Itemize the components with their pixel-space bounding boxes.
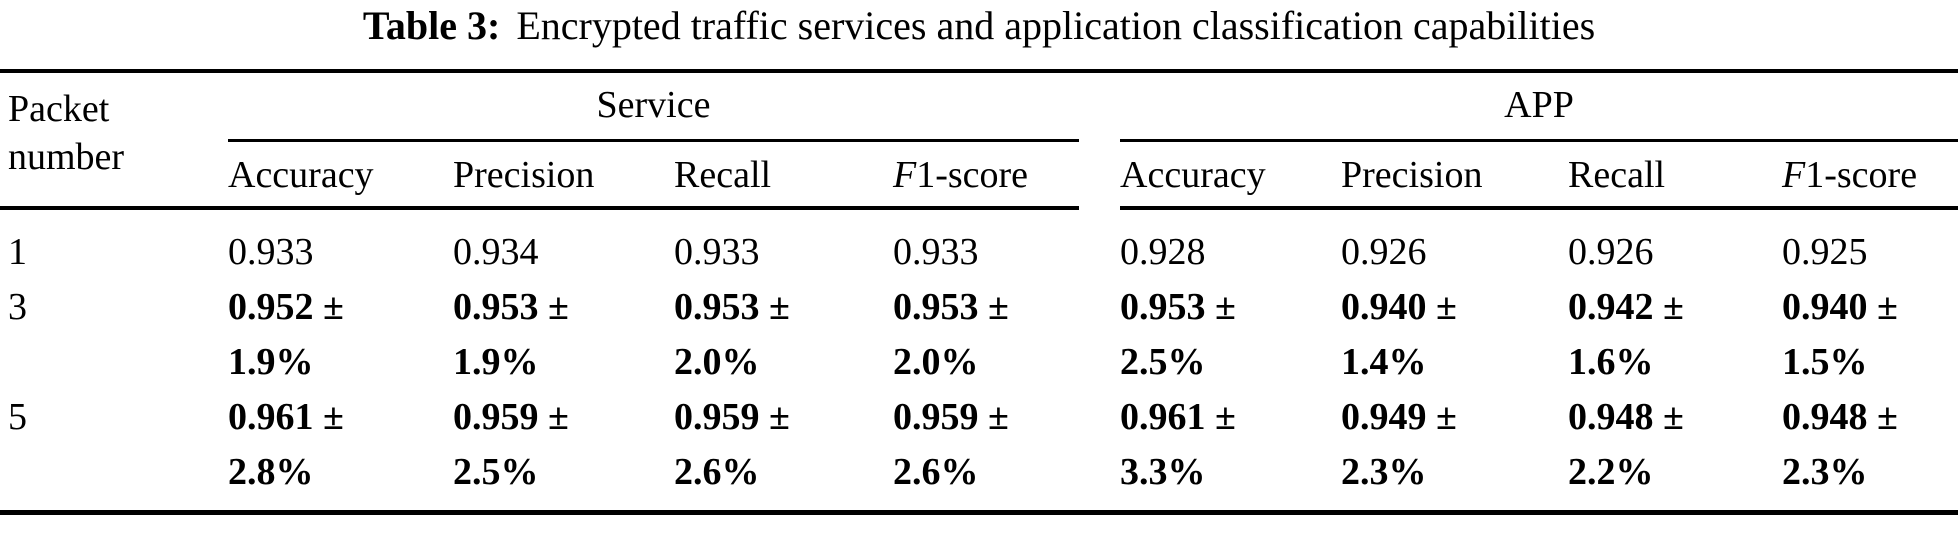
col-header-service-accuracy: Accuracy xyxy=(228,140,453,210)
table-cell: 0.934 xyxy=(453,231,539,273)
col-header-app-f1-score: F1-score xyxy=(1782,140,1958,210)
table-cell: 0.953 ±2.5% xyxy=(1120,286,1236,383)
table-cell: 0.959 ±2.5% xyxy=(453,396,569,493)
table-cell: 0.953 ±2.0% xyxy=(674,286,790,383)
table-cell: 0.948 ±2.3% xyxy=(1782,396,1898,493)
col-header-service-f1-score: F1-score xyxy=(893,140,1080,210)
table-row-packet-1: 1 0.933 0.934 0.933 0.933 0.928 0.926 0.… xyxy=(0,208,1958,280)
group-header-row: Packet number Service APP xyxy=(0,71,1958,210)
packet-number-cell: 3 xyxy=(8,286,27,328)
col-header-service-precision: Precision xyxy=(453,140,674,210)
table-cell: 0.959 ±2.6% xyxy=(674,396,790,493)
table-caption: Table 3: Encrypted traffic services and a… xyxy=(0,0,1958,52)
table-cell: 0.926 xyxy=(1341,231,1427,273)
col-header-italic: F xyxy=(1782,154,1806,196)
col-header-label: 1-score xyxy=(916,154,1029,196)
column-spacer xyxy=(1079,208,1120,280)
col-header-label: Accuracy xyxy=(228,154,374,196)
results-table: Packet number Service APP Accuracy Preci… xyxy=(0,69,1958,515)
table-cell: 0.928 xyxy=(1120,231,1206,273)
table-cell: 0.940 ±1.4% xyxy=(1341,286,1457,383)
table-cell: 0.940 ±1.5% xyxy=(1782,286,1898,383)
group-header-service: Service xyxy=(228,71,1080,142)
table-cell: 0.949 ±2.3% xyxy=(1341,396,1457,493)
group-header-app: APP xyxy=(1120,71,1958,142)
col-header-app-precision: Precision xyxy=(1341,140,1569,210)
caption-label: Table 3: xyxy=(362,3,501,48)
column-header-row: Accuracy Precision Recall F1-score Accur… xyxy=(0,140,1958,210)
col-header-label: Recall xyxy=(1568,154,1666,196)
table-cell: 0.953 ±1.9% xyxy=(453,286,569,383)
col-header-italic: F xyxy=(893,154,917,196)
col-header-service-recall: Recall xyxy=(674,140,893,210)
col-header-label: Accuracy xyxy=(1120,154,1266,196)
table-cell: 0.933 xyxy=(893,231,979,273)
col-header-label: Precision xyxy=(1341,154,1483,196)
column-spacer xyxy=(1079,390,1120,513)
col-header-label: Precision xyxy=(453,154,595,196)
table-cell: 0.926 xyxy=(1568,231,1654,273)
table-row-packet-3: 3 0.952 ±1.9% 0.953 ±1.9% 0.953 ±2.0% 0.… xyxy=(0,280,1958,390)
table-cell: 0.961 ±3.3% xyxy=(1120,396,1236,493)
table-cell: 0.933 xyxy=(674,231,760,273)
column-spacer xyxy=(1079,71,1120,208)
row-header-packet-number: Packet number xyxy=(0,71,228,210)
table-cell: 0.953 ±2.0% xyxy=(893,286,1009,383)
table-cell: 0.952 ±1.9% xyxy=(228,286,344,383)
table-cell: 0.925 xyxy=(1782,231,1868,273)
packet-number-cell: 1 xyxy=(8,231,27,273)
table-row-packet-5: 5 0.961 ±2.8% 0.959 ±2.5% 0.959 ±2.6% 0.… xyxy=(0,390,1958,513)
caption-text: Encrypted traffic services and applicati… xyxy=(516,3,1596,48)
col-header-app-accuracy: Accuracy xyxy=(1120,140,1342,210)
table-cell: 0.933 xyxy=(228,231,314,273)
table-cell: 0.959 ±2.6% xyxy=(893,396,1009,493)
col-header-label: Recall xyxy=(674,154,772,196)
col-header-app-recall: Recall xyxy=(1568,140,1783,210)
column-spacer xyxy=(1079,280,1120,390)
packet-number-cell: 5 xyxy=(8,396,27,438)
table-cell: 0.942 ±1.6% xyxy=(1568,286,1684,383)
col-header-label: 1-score xyxy=(1805,154,1918,196)
table-cell: 0.961 ±2.8% xyxy=(228,396,344,493)
table-cell: 0.948 ±2.2% xyxy=(1568,396,1684,493)
